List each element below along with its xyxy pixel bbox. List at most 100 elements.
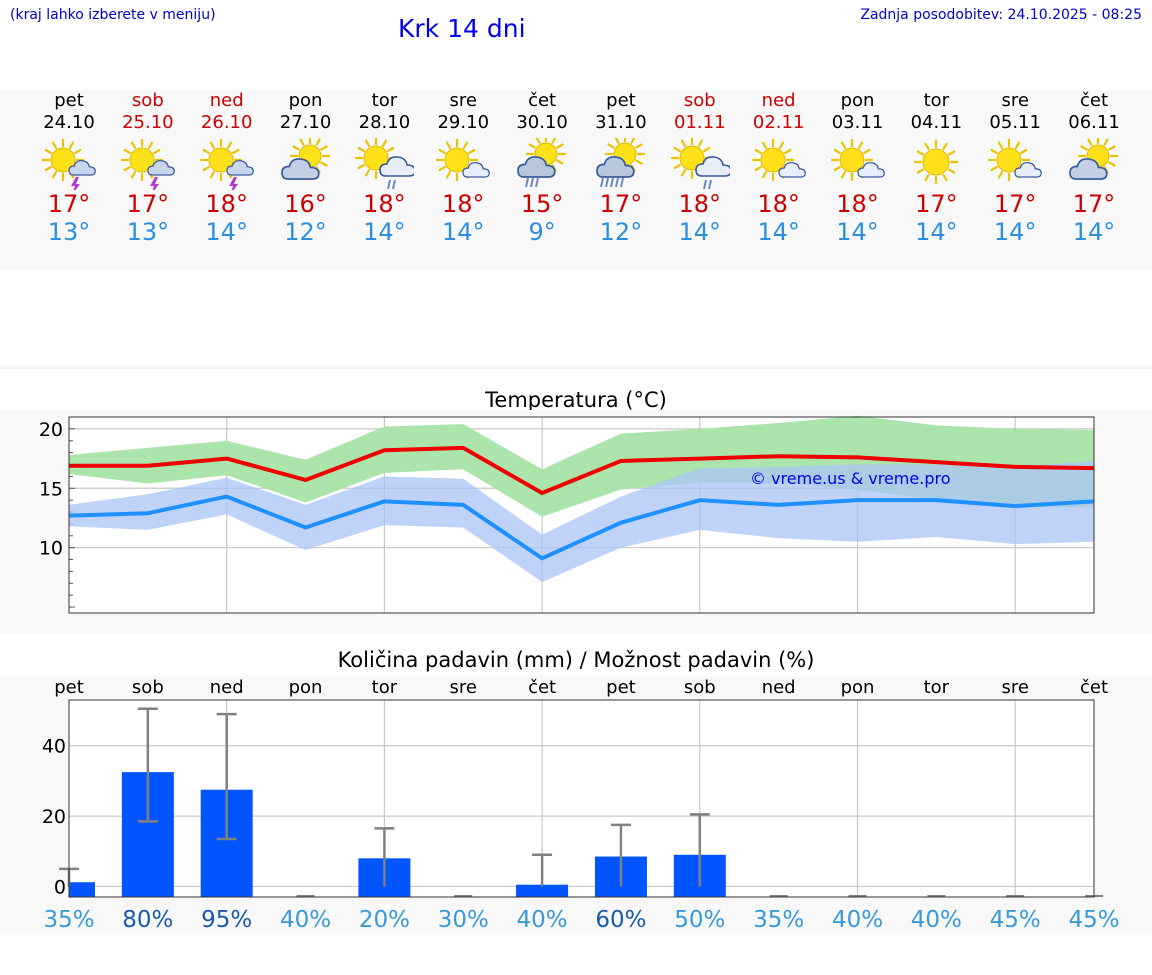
day-column: pon 27.10 16° 12° xyxy=(266,90,346,246)
day-name: sre xyxy=(449,90,477,111)
sun-small-cloud-icon xyxy=(975,138,1055,190)
day-name: čet xyxy=(528,90,557,111)
sun-small-cloud-icon xyxy=(739,138,819,190)
day-column: sre 29.10 18° 14° xyxy=(423,90,503,246)
max-temperature: 15° xyxy=(520,190,564,218)
page-title: Krk 14 dni xyxy=(398,14,526,43)
precip-chance-label: 40% xyxy=(280,907,331,933)
precip-chance-label: 35% xyxy=(43,907,94,933)
min-temperature: 14° xyxy=(915,218,958,246)
max-temperature: 17° xyxy=(599,190,643,218)
precip-chance-label: 40% xyxy=(517,907,568,933)
cloud-sun-icon xyxy=(1054,138,1134,190)
precip-chance-label: 40% xyxy=(911,907,962,933)
day-name: sre xyxy=(1001,90,1029,111)
day-name: pon xyxy=(288,90,323,111)
x-category-label: pet xyxy=(606,677,636,698)
day-name: pon xyxy=(840,90,875,111)
sun-cloud-thunder-icon xyxy=(187,138,267,190)
min-temperature: 14° xyxy=(678,218,722,246)
sun-cloud-rain-icon xyxy=(344,138,424,190)
day-date: 31.10 xyxy=(595,112,647,133)
max-temperature: 16° xyxy=(284,190,327,218)
max-temperature: 17° xyxy=(126,190,170,218)
x-category-label: pon xyxy=(841,677,875,698)
sun-small-cloud-icon xyxy=(818,138,898,190)
min-temperature: 9° xyxy=(528,218,556,246)
y-tick-label: 0 xyxy=(54,876,66,898)
max-temperature: 17° xyxy=(1072,190,1116,218)
min-temperature: 12° xyxy=(284,218,327,246)
min-temperature-band xyxy=(69,460,1095,583)
day-name: tor xyxy=(371,90,398,111)
plot-frame xyxy=(68,699,1095,898)
precipitation-chart: 0 20 40 pet sob ned pon tor sre čet pet sob ned pon to… xyxy=(42,677,1120,933)
day-name: pet xyxy=(54,90,84,111)
day-date: 26.10 xyxy=(200,112,253,133)
max-temperature: 17° xyxy=(47,190,91,218)
x-category-label: pon xyxy=(289,677,323,698)
x-category-label: sre xyxy=(450,677,477,698)
day-date: 27.10 xyxy=(279,112,332,133)
min-temperature: 14° xyxy=(993,218,1037,246)
day-column: tor 28.10 18° 14° xyxy=(344,90,424,246)
precip-chance-label: 45% xyxy=(990,907,1041,933)
y-tick-label: 20 xyxy=(39,419,63,441)
precip-chance-label: 45% xyxy=(1068,907,1119,933)
x-category-label: čet xyxy=(528,677,556,698)
cloud-sun-icon xyxy=(266,138,346,190)
day-name: sob xyxy=(683,90,716,111)
precip-chart-title: Količina padavin (mm) / Možnost padavin … xyxy=(337,648,815,672)
max-temperature: 17° xyxy=(915,190,958,218)
forecast-strip: pet 24.10 17° 13° sob 25.10 17° 13° ned 26.10 18° 1… xyxy=(0,90,1152,270)
day-name: ned xyxy=(761,90,796,111)
day-column: sre 05.11 17° 14° xyxy=(975,90,1055,246)
sun-small-cloud-icon xyxy=(423,138,503,190)
day-column: ned 26.10 18° 14° xyxy=(187,90,267,246)
region-menu-hint[interactable]: (kraj lahko izberete v meniju) xyxy=(10,7,216,23)
x-category-label: ned xyxy=(210,677,244,698)
max-temperature: 18° xyxy=(836,190,879,218)
cloud-sun-rain-icon xyxy=(502,138,582,190)
min-temperature: 14° xyxy=(205,218,248,246)
x-category-label: čet xyxy=(1080,677,1108,698)
min-temperature: 14° xyxy=(363,218,406,246)
x-category-label: tor xyxy=(924,677,950,698)
day-column: ned 02.11 18° 14° xyxy=(739,90,819,246)
precip-chance-label: 20% xyxy=(359,907,410,933)
min-temperature: 14° xyxy=(836,218,879,246)
max-temperature: 18° xyxy=(757,190,800,218)
temperature-chart-title: Temperatura (°C) xyxy=(485,388,667,412)
day-column: čet 30.10 15° 9° xyxy=(502,90,582,246)
precip-chance-label: 50% xyxy=(674,907,725,933)
day-name: pet xyxy=(606,90,636,111)
max-temperature: 18° xyxy=(441,190,485,218)
max-temperature: 17° xyxy=(993,190,1037,218)
min-temperature: 13° xyxy=(47,218,91,246)
day-date: 30.10 xyxy=(516,112,568,133)
x-category-label: ned xyxy=(762,677,796,698)
precip-chance-label: 80% xyxy=(122,907,173,933)
day-column: čet 06.11 17° 14° xyxy=(1054,90,1134,246)
cloud-sun-heavy-rain-icon xyxy=(581,138,661,190)
plot-frame xyxy=(68,416,1095,614)
x-category-label: sre xyxy=(1001,677,1028,698)
y-tick-label: 20 xyxy=(42,806,66,828)
day-date: 01.11 xyxy=(674,112,726,133)
day-date: 06.11 xyxy=(1068,112,1120,133)
y-tick-label: 15 xyxy=(39,478,63,500)
day-date: 28.10 xyxy=(358,112,411,133)
precip-chance-label: 35% xyxy=(753,907,804,933)
sun-cloud-thunder-icon xyxy=(108,138,188,190)
day-date: 04.11 xyxy=(910,112,963,133)
max-temperature-line xyxy=(69,445,1095,496)
temperature-chart: 10 15 20 © vreme.us & vreme.pro xyxy=(39,415,1095,614)
min-temperature: 14° xyxy=(1072,218,1116,246)
day-date: 02.11 xyxy=(752,112,805,133)
day-column: pon 03.11 18° 14° xyxy=(818,90,898,246)
x-category-label: sob xyxy=(684,677,716,698)
min-temperature: 14° xyxy=(441,218,485,246)
day-date: 03.11 xyxy=(831,112,884,133)
max-temperature: 18° xyxy=(678,190,722,218)
day-date: 24.10 xyxy=(43,112,95,133)
